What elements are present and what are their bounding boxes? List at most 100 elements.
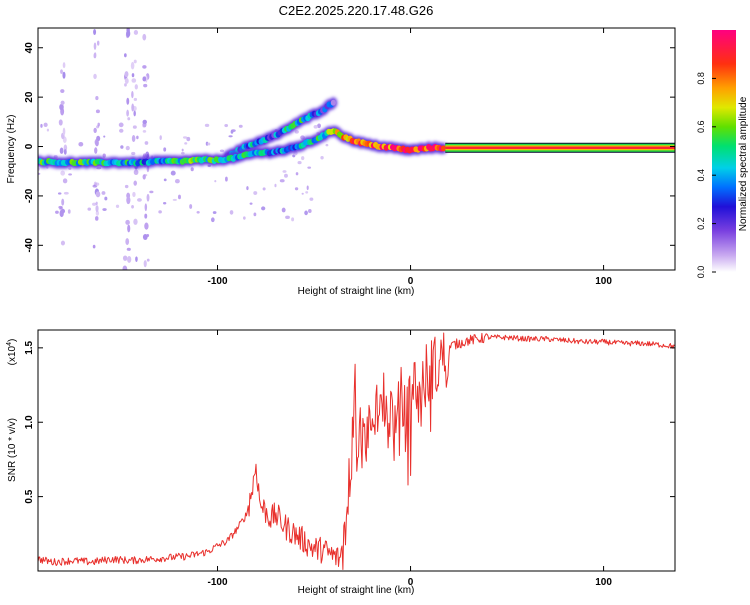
noise-speck: [325, 143, 329, 147]
noise-speck: [131, 73, 135, 78]
noise-speck: [295, 172, 299, 176]
noise-speck: [43, 122, 48, 128]
steady-band-core: [445, 146, 675, 149]
snr-x-tick-label: -100: [208, 577, 228, 588]
noise-speck: [124, 83, 127, 87]
noise-speck: [127, 117, 131, 121]
noise-speck: [274, 183, 277, 188]
noise-speck: [308, 209, 312, 213]
noise-speck: [126, 30, 131, 38]
noise-speck: [253, 191, 258, 195]
noise-speck: [55, 210, 59, 214]
spectrogram-y-tick-label: 0: [24, 143, 35, 149]
noise-speck: [146, 258, 150, 262]
noise-speck: [115, 204, 120, 208]
noise-speck: [131, 151, 136, 156]
snr-y-axis-label: SNR (10 * v/v): [7, 418, 18, 482]
noise-speck: [95, 109, 100, 114]
noise-speck: [313, 124, 318, 129]
snr-scale-suffix: ): [7, 339, 18, 342]
noise-speck: [144, 203, 148, 212]
noise-speck: [119, 128, 124, 133]
noise-speck: [304, 210, 308, 216]
noise-speck: [181, 151, 185, 155]
spectrogram-y-tick-label: 20: [24, 91, 35, 103]
noise-speck: [63, 149, 67, 155]
noise-speck: [320, 155, 324, 160]
main-track-core: [38, 128, 447, 167]
noise-speck: [133, 218, 138, 225]
noise-speck: [196, 210, 200, 214]
noise-speck: [60, 100, 65, 105]
noise-speck: [95, 139, 99, 147]
track-core-blob: [330, 99, 336, 106]
noise-speck: [58, 119, 63, 126]
noise-speck: [133, 97, 138, 102]
noise-speck: [96, 167, 102, 170]
main-track: [38, 125, 448, 169]
noise-speck: [131, 135, 136, 143]
noise-speck: [142, 130, 147, 133]
noise-speck: [62, 127, 66, 136]
snr-series-line: [38, 332, 675, 570]
noise-speck: [133, 59, 137, 64]
noise-speck: [261, 206, 266, 211]
noise-speck: [94, 182, 100, 186]
noise-speck: [142, 65, 147, 69]
noise-speck: [281, 207, 286, 213]
noise-speck: [181, 148, 184, 152]
noise-speck: [103, 135, 106, 138]
noise-speck: [68, 173, 72, 176]
noise-speck: [243, 216, 246, 220]
noise-speck: [124, 53, 127, 58]
noise-speck: [93, 73, 97, 80]
noise-speck: [133, 180, 138, 186]
noise-speck: [93, 53, 97, 59]
noise-speck: [158, 210, 162, 214]
snr-scale-label: (x104): [6, 339, 18, 366]
noise-speck: [102, 208, 107, 211]
noise-speck: [224, 123, 229, 128]
noise-speck: [131, 78, 137, 83]
noise-speck: [61, 198, 65, 206]
noise-speck: [212, 211, 217, 214]
noise-speck: [102, 153, 106, 158]
noise-speck: [285, 215, 290, 219]
noise-speck: [131, 103, 135, 112]
noise-speck: [297, 160, 302, 165]
noise-speck: [133, 30, 139, 35]
spectrogram-y-tick-label: -20: [24, 188, 35, 203]
noise-speck: [95, 96, 99, 101]
noise-speck: [219, 149, 225, 153]
noise-speck: [78, 141, 84, 147]
snr-y-tick-label: 0.5: [24, 489, 35, 503]
noise-speck: [279, 179, 285, 183]
spectrogram-y-tick-label: 40: [24, 42, 35, 54]
figure-title: C2E2.2025.220.17.48.G26: [279, 3, 434, 18]
noise-speck: [60, 208, 66, 214]
noise-speck: [60, 89, 65, 94]
noise-speck: [59, 103, 64, 111]
noise-speck: [163, 147, 167, 152]
noise-speck: [125, 238, 130, 246]
noise-speck: [133, 169, 139, 176]
noise-speck: [189, 204, 193, 209]
noise-speck: [284, 173, 288, 178]
noise-speck: [142, 33, 147, 41]
snr-panel: -100 0 100 0.5 1.0 1.5 Height of straight li…: [6, 329, 676, 596]
spectrogram-x-axis-label: Height of straight line (km): [298, 286, 415, 297]
noise-speck: [133, 110, 136, 117]
noise-speck: [214, 180, 217, 183]
noise-speck: [118, 122, 124, 128]
snr-x-tick-label: 0: [408, 577, 414, 588]
noise-speck: [142, 234, 148, 240]
snr-x-tick-label: 100: [595, 577, 612, 588]
noise-speck: [60, 240, 66, 246]
noise-speck: [144, 222, 149, 230]
snr-scale-exponent: 4: [6, 342, 13, 346]
noise-speck: [95, 201, 98, 206]
svg-text:(x104): (x104): [6, 339, 18, 366]
noise-speck: [87, 207, 92, 211]
noise-speck: [122, 255, 128, 261]
noise-speck: [122, 265, 128, 270]
